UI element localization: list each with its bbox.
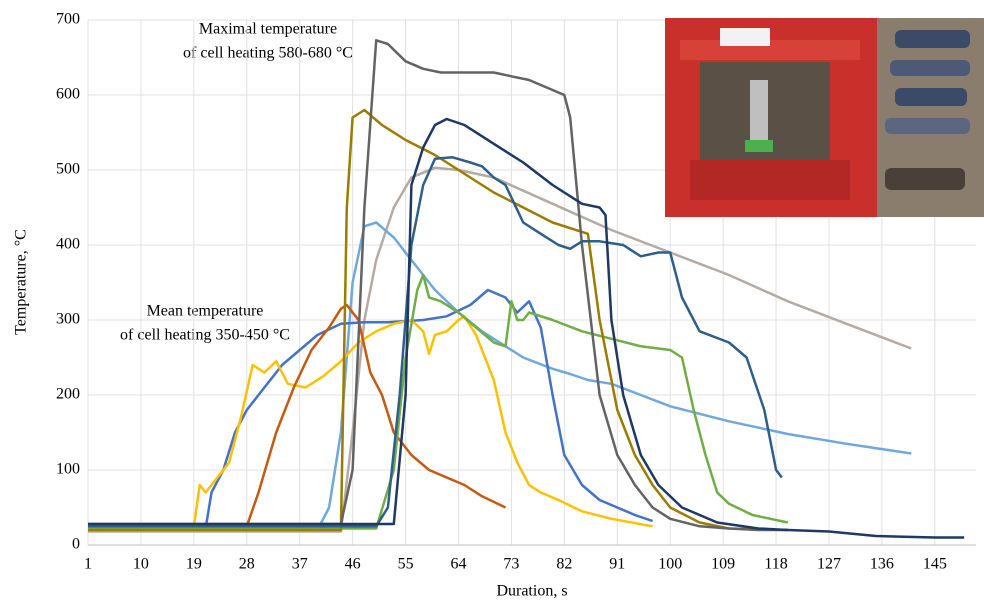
series-line (88, 156, 783, 528)
y-tick-label: 100 (56, 461, 80, 478)
x-tick-label: 136 (870, 556, 894, 573)
y-tick-label: 400 (56, 236, 80, 253)
series-line (88, 117, 965, 539)
y-tick-label: 700 (56, 11, 80, 28)
x-tick-label: 145 (923, 556, 947, 573)
y-tick-label: 300 (56, 311, 80, 328)
x-tick-label: 10 (133, 556, 149, 573)
x-tick-label: 118 (764, 556, 787, 573)
x-tick-label: 73 (503, 556, 519, 573)
x-axis-label: Duration, s (496, 583, 567, 600)
y-tick-label: 600 (56, 86, 80, 103)
x-tick-label: 37 (292, 556, 308, 573)
annotation: Mean temperature (147, 303, 264, 320)
annotation: of cell heating 580-680 °C (183, 45, 353, 62)
series-line (88, 221, 912, 532)
series-line (88, 108, 788, 532)
x-tick-label: 55 (398, 556, 414, 573)
x-tick-label: 109 (711, 556, 735, 573)
y-tick-label: 0 (72, 536, 80, 553)
x-tick-label: 46 (345, 556, 361, 573)
x-tick-label: 19 (186, 556, 202, 573)
x-tick-label: 82 (556, 556, 572, 573)
x-tick-label: 91 (609, 556, 625, 573)
x-tick-label: 64 (450, 556, 466, 573)
series-line (88, 273, 789, 530)
x-tick-label: 1 (84, 556, 92, 573)
annotation: of cell heating 350-450 °C (120, 327, 290, 344)
series-line (88, 39, 788, 532)
x-tick-label: 100 (658, 556, 682, 573)
series-line (88, 315, 653, 528)
inset-photo (665, 18, 984, 217)
x-tick-label: 127 (817, 556, 841, 573)
x-tick-label: 28 (239, 556, 255, 573)
annotation: Maximal temperature (199, 21, 337, 38)
y-tick-label: 500 (56, 161, 80, 178)
y-axis-label: Temperature, °C (13, 229, 30, 335)
series-line (88, 166, 912, 533)
y-tick-label: 200 (56, 386, 80, 403)
